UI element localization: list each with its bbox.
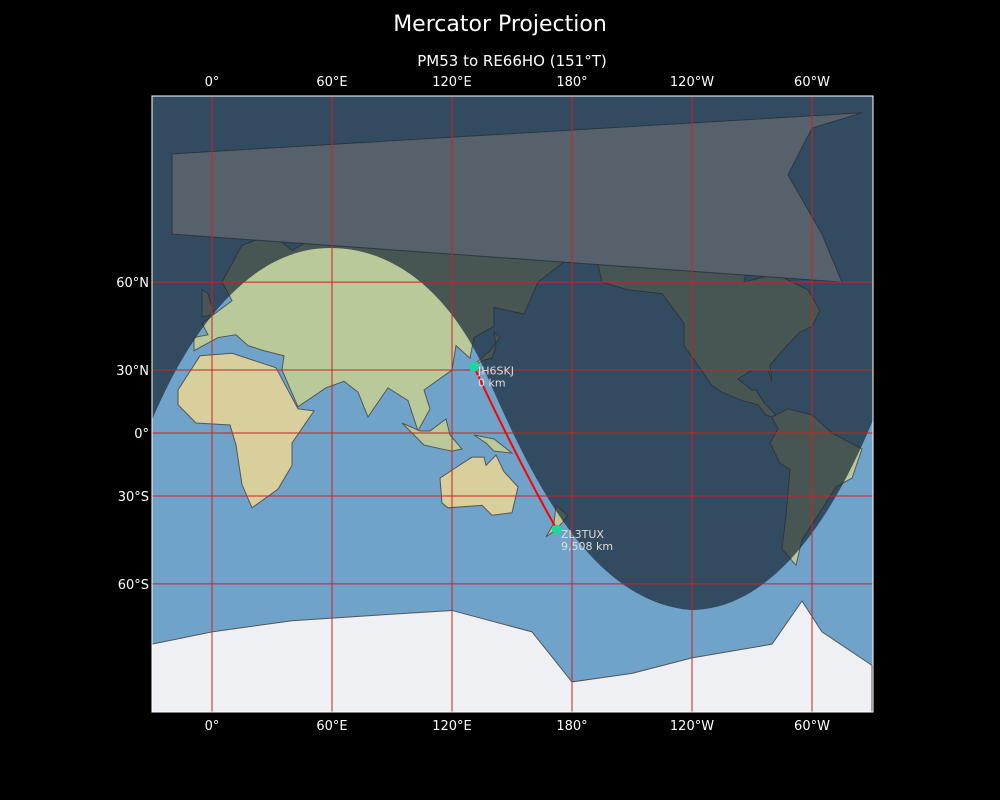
graticule <box>152 96 873 712</box>
lat-tick-label: 60°S <box>118 578 149 593</box>
lon-tick-label: 0° <box>205 75 220 90</box>
land-australia <box>439 454 519 516</box>
station-callsign: JH6SKJ <box>477 365 514 378</box>
lat-tick-label: 60°N <box>116 276 149 291</box>
lon-tick-label: 60°E <box>316 719 347 734</box>
map-frame <box>151 95 874 713</box>
route-line <box>473 366 558 531</box>
lon-tick-label: 0° <box>205 719 220 734</box>
lon-tick-label: 120°E <box>432 719 472 734</box>
land-indonesia <box>401 418 463 452</box>
station-distance: 9,508 km <box>561 540 613 553</box>
lat-tick-label: 30°N <box>116 364 149 379</box>
station-distance: 0 km <box>478 377 506 390</box>
lat-tick-label: 0° <box>134 427 149 442</box>
station-marker[interactable] <box>469 361 479 372</box>
station-callsign: ZL3TUX <box>561 528 604 541</box>
lon-tick-label: 180° <box>556 75 587 90</box>
lon-tick-label: 120°W <box>670 75 714 90</box>
lon-tick-label: 180° <box>556 719 587 734</box>
figure-title: Mercator Projection <box>393 12 607 37</box>
lon-tick-label: 60°E <box>316 75 347 90</box>
map-subtitle: PM53 to RE66HO (151°T) <box>417 52 607 70</box>
lon-tick-label: 60°W <box>794 719 830 734</box>
lon-tick-label: 120°E <box>432 75 472 90</box>
lon-tick-label: 60°W <box>794 75 830 90</box>
lat-tick-label: 30°S <box>118 490 149 505</box>
station-marker[interactable] <box>552 524 562 535</box>
lon-tick-label: 120°W <box>670 719 714 734</box>
land-newguinea <box>473 434 514 454</box>
